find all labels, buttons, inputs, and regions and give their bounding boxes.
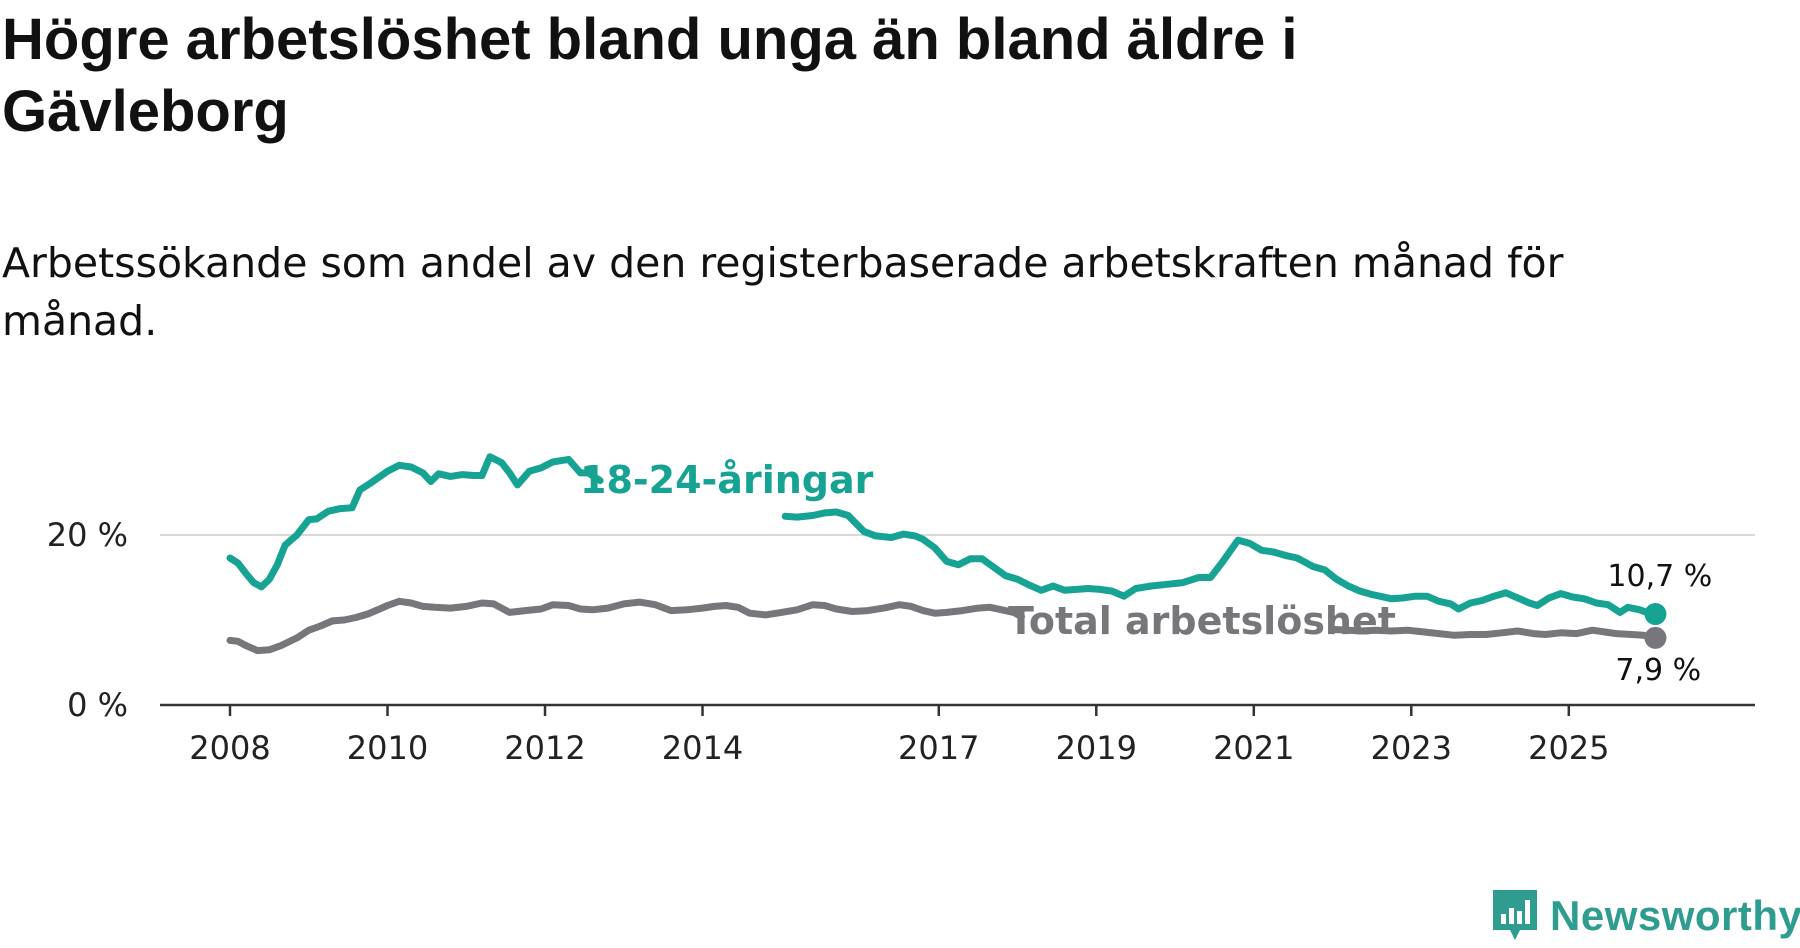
x-tick-label: 2010 bbox=[347, 729, 428, 767]
x-tick-label: 2017 bbox=[898, 729, 979, 767]
x-tick-label: 2019 bbox=[1056, 729, 1137, 767]
x-tick-label: 2014 bbox=[662, 729, 743, 767]
label-layer: 18-24-åringar Total arbetslöshet 10,7 % 7,9… bbox=[580, 458, 1712, 688]
y-tick-label: 0 % bbox=[67, 686, 128, 724]
x-tick-label: 2021 bbox=[1213, 729, 1294, 767]
x-tick-label: 2023 bbox=[1371, 729, 1452, 767]
y-tick-label: 20 % bbox=[47, 516, 128, 554]
chart-subtitle: Arbetssökande som andel av den registerb… bbox=[2, 239, 1564, 345]
series-line-youth-end bbox=[781, 508, 1659, 618]
series-end-marker-youth bbox=[1644, 603, 1667, 626]
brand-name: Newsworthy bbox=[1550, 892, 1800, 939]
end-value-youth: 10,7 % bbox=[1607, 559, 1712, 594]
x-tick-label: 2008 bbox=[189, 729, 270, 767]
series-line-youth bbox=[226, 453, 604, 591]
page-title: Högre arbetslöshet bland unga än bland ä… bbox=[2, 7, 1298, 144]
series-label-total: Total arbetslöshet bbox=[1008, 599, 1396, 643]
series-end-marker-total bbox=[1644, 626, 1667, 649]
series-line-total-end bbox=[1329, 625, 1659, 642]
newsworthy-brand[interactable]: Newsworthy bbox=[1490, 888, 1800, 944]
newsworthy-logo-icon bbox=[1493, 890, 1537, 940]
axis-layer: 0 % 20 % 2008 2010 2012 2014 2017 2019 2021 2023 2… bbox=[47, 516, 1755, 767]
x-tick-label: 2025 bbox=[1528, 729, 1609, 767]
series-line-total bbox=[226, 597, 1025, 655]
series-layer bbox=[226, 453, 1667, 655]
x-tick-label: 2012 bbox=[504, 729, 585, 767]
end-value-total: 7,9 % bbox=[1615, 653, 1701, 688]
series-label-youth: 18-24-åringar bbox=[580, 458, 874, 502]
